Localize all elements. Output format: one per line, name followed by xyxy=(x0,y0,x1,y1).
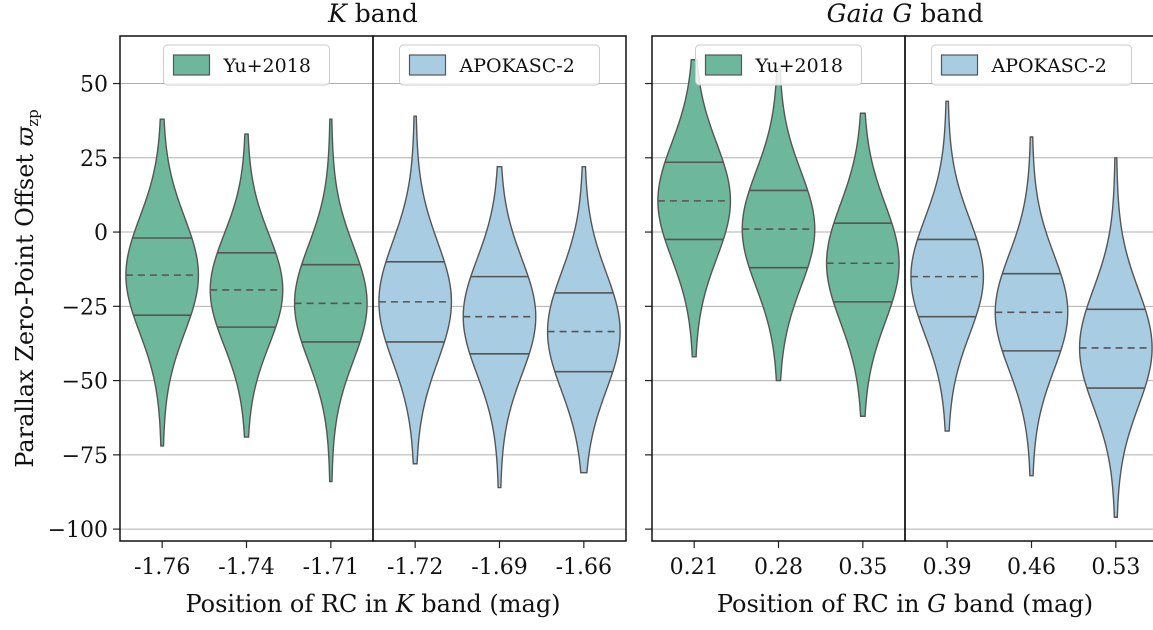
subplot-1-2: -1.72 -1.69 -1.66 APOKASC-2 xyxy=(372,35,627,580)
violin-0.28 xyxy=(741,67,816,382)
x-tick-label: 0.28 xyxy=(754,555,803,580)
y-tick-label: −75 xyxy=(62,444,108,469)
y-tick-label: 50 xyxy=(80,73,108,98)
violin-body xyxy=(209,133,284,438)
violin-0.21 xyxy=(657,59,732,358)
x-tick-label: 0.21 xyxy=(670,555,719,580)
subplot-2-2: 0.39 0.46 0.53 APOKASC-2 xyxy=(904,35,1153,580)
x-tick-label: -1.66 xyxy=(556,555,612,580)
violin--1.69 xyxy=(462,166,537,489)
violin--1.66 xyxy=(546,166,621,474)
subplot-frame xyxy=(372,35,627,542)
violin-body xyxy=(125,118,200,447)
x-tick-label: 0.46 xyxy=(1007,555,1056,580)
legend: APOKASC-2 xyxy=(399,44,600,86)
violin-body xyxy=(657,59,732,358)
violin--1.72 xyxy=(378,115,453,465)
violin-body xyxy=(825,112,900,417)
x-tick-label: -1.72 xyxy=(387,555,443,580)
legend-swatch xyxy=(408,54,447,76)
legend: Yu+2018 xyxy=(695,44,862,86)
legend-label: Yu+2018 xyxy=(755,55,843,77)
y-tick-label: 25 xyxy=(80,147,108,172)
x-tick-label: 0.39 xyxy=(923,555,972,580)
x-axis-label: Position of RC in K band (mag) xyxy=(185,590,560,618)
violin-0.39 xyxy=(910,100,985,432)
subplot-1-1: -1.76 -1.74 -1.71 Yu+2018 xyxy=(119,35,374,580)
legend-box xyxy=(399,44,600,86)
legend-swatch xyxy=(940,54,979,76)
y-tick-label: −25 xyxy=(62,295,108,320)
violin-body xyxy=(910,100,985,432)
y-axis-label: Parallax Zero-Point Offset ϖzp xyxy=(11,109,42,468)
panel-1: K band Position of RC in K band (mag) 50 25… xyxy=(48,0,627,618)
violin-body xyxy=(1078,157,1153,518)
legend: Yu+2018 xyxy=(163,44,330,86)
violin-body xyxy=(462,166,537,489)
y-tick-label: 0 xyxy=(94,221,108,246)
panel-title: Gaia G band xyxy=(827,0,984,28)
legend: APOKASC-2 xyxy=(931,44,1132,86)
violin--1.74 xyxy=(209,133,284,438)
violin-0.46 xyxy=(994,136,1069,477)
panel-title: K band xyxy=(327,0,418,28)
violin-body xyxy=(378,115,453,465)
violin-body xyxy=(546,166,621,474)
subplot-frame xyxy=(904,35,1153,542)
violin-body xyxy=(741,67,816,382)
violin--1.71 xyxy=(293,118,368,483)
legend-swatch xyxy=(704,54,743,76)
y-tick-label: −50 xyxy=(62,370,108,395)
violin-body xyxy=(293,118,368,483)
x-tick-label: 0.35 xyxy=(838,555,887,580)
legend-swatch xyxy=(172,54,211,76)
violin-body xyxy=(994,136,1069,477)
x-tick-label: -1.69 xyxy=(471,555,527,580)
y-tick-label: −100 xyxy=(48,518,108,543)
legend-label: APOKASC-2 xyxy=(459,55,575,77)
x-tick-label: -1.71 xyxy=(303,555,359,580)
panel-2: Gaia G band Position of RC in G band (mag… xyxy=(645,0,1153,618)
x-tick-label: -1.76 xyxy=(134,555,190,580)
legend-box xyxy=(931,44,1132,86)
legend-label: Yu+2018 xyxy=(223,55,311,77)
legend-label: APOKASC-2 xyxy=(991,55,1107,77)
x-axis-label: Position of RC in G band (mag) xyxy=(717,590,1093,618)
violin--1.76 xyxy=(125,118,200,447)
violin-0.53 xyxy=(1078,157,1153,518)
x-tick-label: 0.53 xyxy=(1091,555,1140,580)
violin-0.35 xyxy=(825,112,900,417)
x-tick-label: -1.74 xyxy=(218,555,274,580)
subplot-2-1: 0.21 0.28 0.35 Yu+2018 xyxy=(651,35,906,580)
